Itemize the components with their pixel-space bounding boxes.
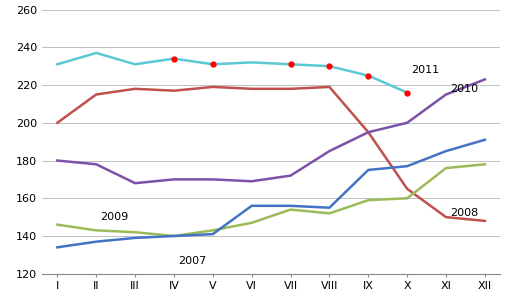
Text: 2007: 2007 [177, 255, 206, 265]
Text: 2011: 2011 [410, 65, 438, 75]
Text: 2008: 2008 [449, 208, 477, 218]
Text: 2009: 2009 [100, 212, 128, 222]
Text: 2010: 2010 [449, 84, 477, 94]
